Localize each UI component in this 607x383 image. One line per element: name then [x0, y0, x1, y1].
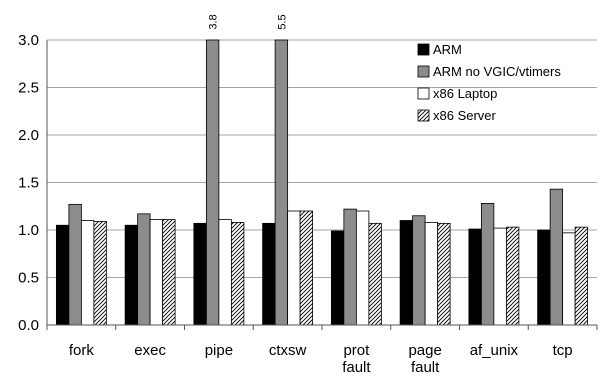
legend-swatch — [417, 87, 430, 100]
bar-arm-ctxsw — [262, 222, 276, 326]
bar-arm-no-vgic-vtimers-ctxsw — [274, 39, 289, 326]
bar-x86-server-fork — [93, 221, 107, 326]
legend-swatch — [417, 109, 430, 122]
y-tick-label: 1.5 — [18, 175, 39, 192]
legend-label: ARM no VGIC/vtimers — [433, 64, 561, 79]
bar-arm-no-vgic-vtimers-prot-fault — [343, 208, 357, 326]
legend-swatch — [417, 43, 430, 56]
bar-x86-server-af-unix — [505, 226, 520, 326]
y-tick-label: 1.0 — [18, 222, 39, 239]
bar-arm-no-vgic-vtimers-page-fault — [412, 215, 426, 326]
y-tick-label: 0.5 — [18, 270, 39, 287]
bar-arm-no-vgic-vtimers-af-unix — [480, 202, 495, 326]
legend: ARM ARM no VGIC/vtimers x86 Laptop x86 Serv… — [417, 42, 561, 123]
bar-x86-laptop-page-fault — [424, 221, 439, 326]
bar-x86-laptop-ctxsw — [287, 210, 301, 326]
legend-swatch — [417, 65, 430, 78]
y-tick-label: 0.0 — [18, 317, 39, 334]
bar-arm-no-vgic-vtimers-exec — [137, 213, 151, 326]
x-category-label: af_unix — [470, 342, 519, 359]
data-label: 3.8 — [208, 14, 220, 29]
bar-arm-no-vgic-vtimers-pipe — [205, 39, 220, 326]
legend-label: x86 Laptop — [433, 86, 497, 101]
legend-label: ARM — [433, 42, 462, 57]
bar-x86-laptop-prot-fault — [355, 210, 370, 326]
bar-arm-fork — [55, 224, 70, 326]
x-category-label: tcp — [553, 342, 573, 359]
y-tick-label: 3.0 — [18, 32, 39, 49]
y-tick-label: 2.0 — [18, 127, 39, 144]
bar-x86-laptop-tcp — [562, 232, 576, 326]
x-category-label: page — [408, 342, 441, 359]
bar-arm-af-unix — [468, 228, 482, 326]
bar-x86-server-page-fault — [437, 222, 451, 326]
bar-x86-server-tcp — [574, 226, 589, 326]
bar-arm-page-fault — [399, 220, 414, 326]
bar-arm-no-vgic-vtimers-tcp — [549, 188, 564, 326]
bar-x86-laptop-af-unix — [493, 227, 507, 326]
x-category-label: exec — [134, 342, 166, 359]
y-tick-label: 2.5 — [18, 80, 39, 97]
bar-x86-laptop-fork — [80, 220, 95, 326]
bar-arm-tcp — [537, 229, 551, 326]
data-label: 5.5 — [276, 14, 288, 29]
x-category-label: fault — [342, 359, 371, 376]
bar-arm-pipe — [193, 222, 207, 326]
bar-x86-server-ctxsw — [299, 210, 314, 326]
x-category-label: prot — [343, 342, 370, 359]
bar-arm-exec — [124, 224, 139, 326]
legend-label: x86 Server — [433, 108, 497, 123]
bar-x86-laptop-exec — [149, 219, 164, 326]
x-category-label: fork — [69, 342, 95, 359]
bar-x86-laptop-pipe — [218, 219, 232, 326]
x-category-label: pipe — [205, 342, 233, 359]
bars — [55, 39, 589, 326]
axes — [46, 40, 598, 330]
x-category-label: fault — [411, 359, 440, 376]
bar-x86-server-prot-fault — [368, 222, 382, 326]
bar-x86-server-pipe — [230, 221, 245, 326]
axis-labels: 0.0 0.5 1.0 1.5 2.0 2.5 3.0 fork exec pipe ctxsw pr… — [18, 14, 572, 376]
bar-x86-server-exec — [162, 219, 176, 326]
bar-arm-prot-fault — [330, 230, 345, 326]
x-category-label: ctxsw — [269, 342, 307, 359]
bar-arm-no-vgic-vtimers-fork — [68, 203, 82, 326]
